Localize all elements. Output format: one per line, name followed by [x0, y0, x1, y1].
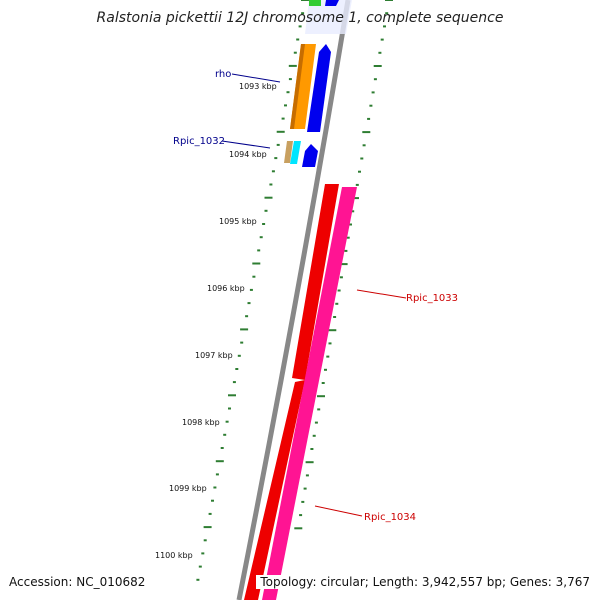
gene-label-rpic1033[interactable]: Rpic_1033 — [406, 293, 458, 304]
kbp-label: 1097 kbp — [195, 351, 233, 360]
outer-tick-track — [196, 0, 309, 581]
gene-blue-top — [325, 0, 339, 6]
gene-green-top — [309, 0, 321, 6]
topology-text: Topology: circular; Length: 3,942,557 bp… — [256, 575, 590, 589]
gene-label-rpic1032[interactable]: Rpic_1032 — [173, 136, 225, 147]
gene-rho-orange-shade — [290, 44, 305, 129]
kbp-label: 1094 kbp — [229, 150, 267, 159]
gene-rpic1032-blue — [302, 144, 318, 167]
leader-rho — [231, 73, 281, 83]
chromosome-backbone — [236, 0, 351, 600]
kbp-label: 1100 kbp — [155, 551, 193, 560]
gene-rpic1033-red — [292, 184, 339, 380]
gene-label-rpic1034[interactable]: Rpic_1034 — [364, 512, 416, 523]
map-title: Ralstonia pickettii 12J chromosome 1, co… — [96, 10, 504, 26]
leader-rpic1033 — [356, 289, 407, 299]
gene-rho-blue — [307, 44, 331, 132]
kbp-label: 1093 kbp — [239, 82, 277, 91]
leader-rpic1032 — [221, 140, 271, 149]
gene-rpic1033-pink — [262, 187, 357, 600]
gene-rpic1032-tan — [284, 141, 293, 163]
kbp-label: 1098 kbp — [182, 418, 220, 427]
gene-label-rho[interactable]: rho — [215, 69, 231, 80]
kbp-label: 1099 kbp — [169, 484, 207, 493]
accession-text: Accession: NC_010682 — [9, 575, 146, 589]
gene-rpic1032-cyan — [290, 141, 301, 164]
kbp-label: 1095 kbp — [219, 217, 257, 226]
kbp-label: 1096 kbp — [207, 284, 245, 293]
leader-rpic1034 — [314, 505, 363, 517]
feature-band-top — [305, 0, 352, 34]
gene-rpic1034-red — [244, 380, 305, 600]
